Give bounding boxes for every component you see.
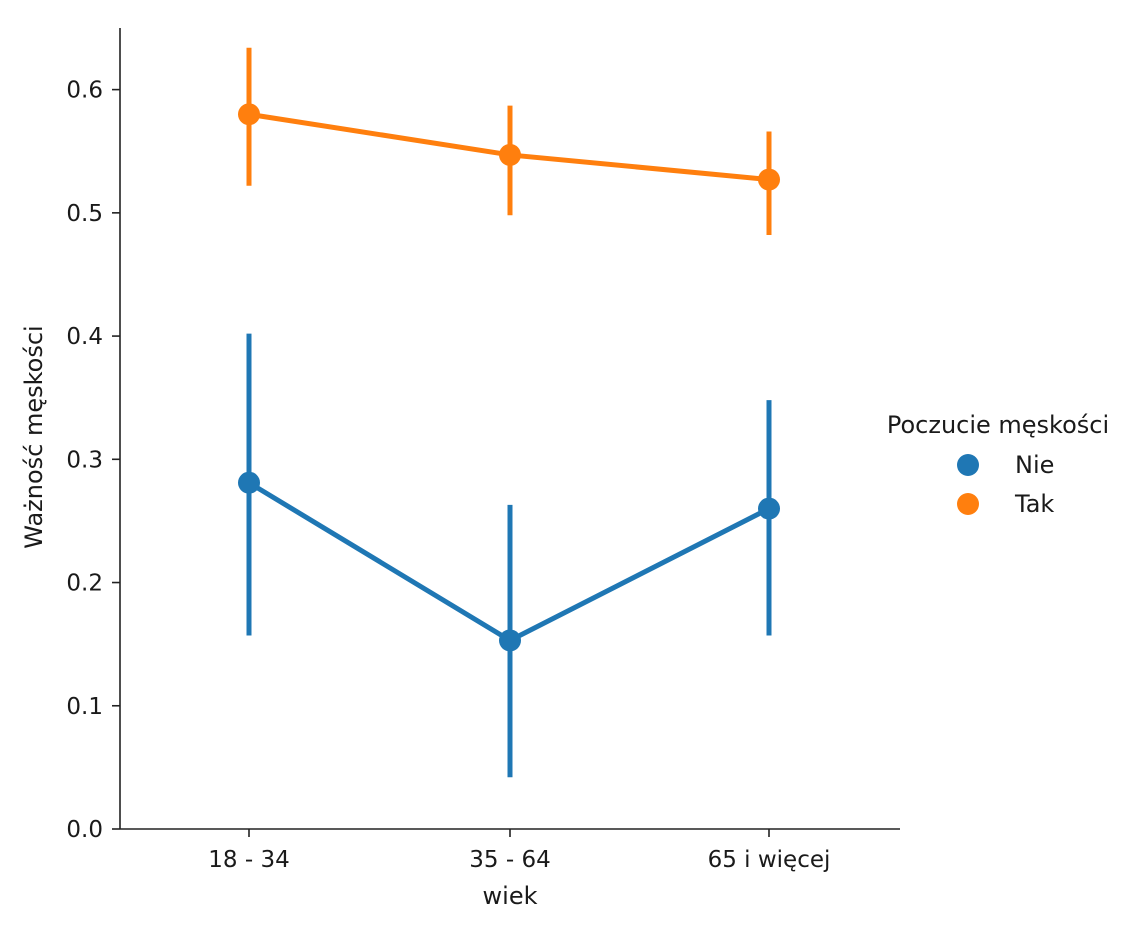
plot-area: 0.0 0.1 0.2 0.3 0.4 0.5 0.6 18 - 34 35 - 64 65 i…	[66, 28, 900, 873]
data-point	[238, 103, 260, 126]
legend-marker	[957, 493, 979, 515]
x-tick-label: 65 i więcej	[708, 847, 831, 873]
y-axis-label: Ważność męskości	[20, 325, 48, 548]
legend-label: Nie	[1015, 451, 1054, 479]
y-tick-label: 0.0	[66, 817, 103, 843]
x-tick-label: 18 - 34	[208, 847, 289, 873]
legend: Poczucie męskości Nie Tak	[887, 411, 1109, 518]
legend-title: Poczucie męskości	[887, 411, 1109, 439]
data-point	[499, 629, 521, 652]
y-ticks: 0.0 0.1 0.2 0.3 0.4 0.5 0.6	[66, 78, 120, 843]
y-tick-label: 0.6	[66, 78, 103, 104]
y-tick-label: 0.4	[66, 324, 103, 350]
y-tick-label: 0.2	[66, 571, 103, 597]
legend-label: Tak	[1014, 490, 1054, 518]
series-tak	[238, 47, 780, 236]
y-tick-label: 0.3	[66, 447, 103, 473]
series-layer	[238, 47, 780, 778]
y-tick-label: 0.5	[66, 201, 103, 227]
data-point	[499, 143, 521, 166]
series-nie	[238, 333, 780, 778]
x-tick-label: 35 - 64	[469, 847, 550, 873]
y-tick-label: 0.1	[66, 694, 103, 720]
x-ticks: 18 - 34 35 - 64 65 i więcej	[208, 829, 830, 873]
legend-items: Nie Tak	[957, 451, 1054, 518]
data-point	[758, 497, 780, 520]
legend-marker	[957, 454, 979, 476]
data-point	[238, 471, 260, 494]
x-axis-label: wiek	[483, 882, 538, 910]
data-point	[758, 168, 780, 191]
